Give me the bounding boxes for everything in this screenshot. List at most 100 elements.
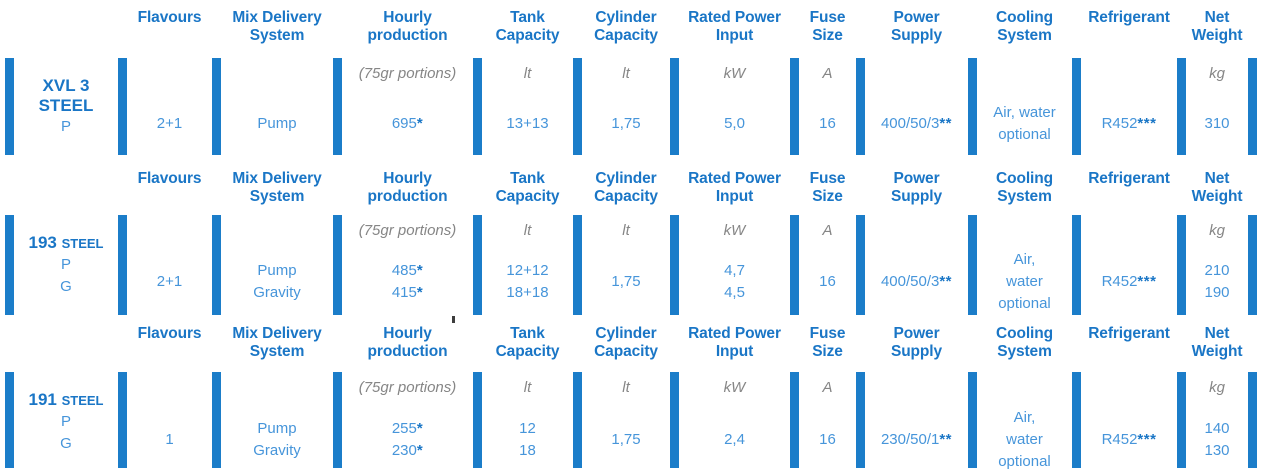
value-line: Air, <box>1013 408 1036 426</box>
unit-label: (75gr portions) <box>358 222 457 239</box>
footnote-stars: *** <box>1137 430 1157 448</box>
value-line: Pump <box>257 262 297 279</box>
cell-cooling-system: Air, water optional <box>977 215 1072 315</box>
value-line: 18 <box>519 441 536 459</box>
value-line: R452*** <box>1101 273 1157 290</box>
value-line: 485* <box>391 262 424 279</box>
model-variant: G <box>60 277 72 295</box>
value-line: R452*** <box>1101 430 1157 448</box>
col-header-flavours: Flavours <box>137 9 202 26</box>
value-line: 230/50/1** <box>880 430 953 448</box>
value-line: 16 <box>819 430 836 448</box>
footnote-stars: ** <box>939 430 953 448</box>
cell-mix-delivery: Pump Gravity <box>221 372 333 473</box>
unit-label: kW <box>723 65 746 82</box>
divider-bar <box>212 372 221 468</box>
divider-bar <box>1072 58 1081 155</box>
value-line: 400/50/3** <box>880 114 953 132</box>
cell-model: XVL 3 STEEL P <box>14 58 118 155</box>
col-header-tank-capacity: Tank Capacity <box>495 325 560 360</box>
col-header-cylinder-capacity: Cylinder Capacity <box>594 170 658 205</box>
divider-bar <box>670 372 679 468</box>
value-line: 18+18 <box>506 284 549 301</box>
cell-refrigerant: R452*** <box>1081 58 1177 155</box>
footnote-stars: *** <box>1137 273 1157 290</box>
col-header-net-weight: Net Weight <box>1191 325 1243 360</box>
cell-tank-capacity: lt 13+13 <box>482 58 573 155</box>
cell-refrigerant: R452*** <box>1081 372 1177 473</box>
model-name: XVL 3 <box>42 75 90 95</box>
footnote-stars: * <box>416 262 424 279</box>
model-name: 191 STEEL <box>28 390 104 409</box>
cell-cooling-system: Air, water optional <box>977 372 1072 473</box>
cell-fuse-size: A 16 <box>799 372 856 473</box>
model-subname: STEEL <box>61 393 104 408</box>
divider-bar <box>118 215 127 315</box>
col-header-cooling-system: Cooling System <box>996 170 1053 205</box>
table-row: XVL 3 STEEL P 2+1 Pump (75gr portions) 6… <box>0 58 1269 155</box>
col-header-refrigerant: Refrigerant <box>1088 9 1170 26</box>
divider-bar <box>670 58 679 155</box>
col-header-power-supply: Power Supply <box>890 170 943 205</box>
divider-bar <box>5 58 14 155</box>
cell-net-weight: kg 210 190 <box>1186 215 1248 315</box>
model-name: 193 STEEL <box>28 232 104 252</box>
cell-flavours: 2+1 <box>127 215 212 315</box>
cell-refrigerant: R452*** <box>1081 215 1177 315</box>
value-line: 255* <box>391 419 424 437</box>
col-header-refrigerant: Refrigerant <box>1088 325 1170 342</box>
divider-bar <box>473 372 482 468</box>
cell-hourly-production: (75gr portions) 255* 230* <box>342 372 473 473</box>
model-subname: STEEL <box>61 235 104 251</box>
divider-bar <box>333 58 342 155</box>
value-line: 12+12 <box>506 262 549 279</box>
divider-bar <box>212 215 221 315</box>
value-line: 190 <box>1204 284 1230 301</box>
value-line: optional <box>998 295 1051 312</box>
col-header-fuse-size: Fuse Size <box>809 325 846 360</box>
col-header-mix-delivery: Mix Delivery System <box>232 9 322 44</box>
cell-cylinder-capacity: lt 1,75 <box>582 372 670 473</box>
column-header-row: Flavours Mix Delivery System Hourly prod… <box>0 155 1269 215</box>
cell-hourly-production: (75gr portions) 485* 415* <box>342 215 473 315</box>
value-line: 310 <box>1204 114 1230 132</box>
divider-bar <box>790 58 799 155</box>
cell-flavours: 1 <box>127 372 212 473</box>
divider-bar <box>856 58 865 155</box>
table-row: 191 STEEL P G 1 Pump Gravity (75gr porti… <box>0 372 1269 473</box>
cell-fuse-size: A 16 <box>799 58 856 155</box>
value-line: 5,0 <box>724 114 745 132</box>
unit-label: lt <box>523 379 532 396</box>
value-line: 4,7 <box>724 262 745 279</box>
spec-section-193-steel: Flavours Mix Delivery System Hourly prod… <box>0 155 1269 315</box>
col-header-mix-delivery: Mix Delivery System <box>232 170 322 205</box>
value-line: Air, <box>1013 251 1036 268</box>
divider-bar <box>968 215 977 315</box>
value-line: 400/50/3** <box>880 273 953 290</box>
col-header-flavours: Flavours <box>137 170 202 187</box>
divider-bar <box>118 58 127 155</box>
value-line: optional <box>998 125 1051 143</box>
value-line: 4,5 <box>724 284 745 301</box>
cell-net-weight: kg 140 130 <box>1186 372 1248 473</box>
table-row: 193 STEEL P G 2+1 Pump Gravity (75gr por… <box>0 215 1269 315</box>
model-variant: P <box>60 255 71 273</box>
value-line: Gravity <box>253 284 301 301</box>
col-header-fuse-size: Fuse Size <box>809 170 846 205</box>
divider-bar <box>1248 215 1257 315</box>
divider-bar <box>333 372 342 468</box>
divider-bar <box>856 372 865 468</box>
footnote-stars: ** <box>939 114 953 132</box>
value-line: Air, water <box>993 103 1056 121</box>
value-line: 1 <box>165 430 174 448</box>
value-line: 12 <box>519 419 536 437</box>
divider-bar <box>968 372 977 468</box>
value-line: optional <box>998 452 1051 470</box>
divider-bar <box>790 372 799 468</box>
col-header-refrigerant: Refrigerant <box>1088 170 1170 187</box>
value-line: 140 <box>1204 419 1230 437</box>
divider-bar <box>1072 215 1081 315</box>
cell-fuse-size: A 16 <box>799 215 856 315</box>
col-header-hourly-production: Hourly production <box>367 325 448 360</box>
col-header-net-weight: Net Weight <box>1191 170 1243 205</box>
